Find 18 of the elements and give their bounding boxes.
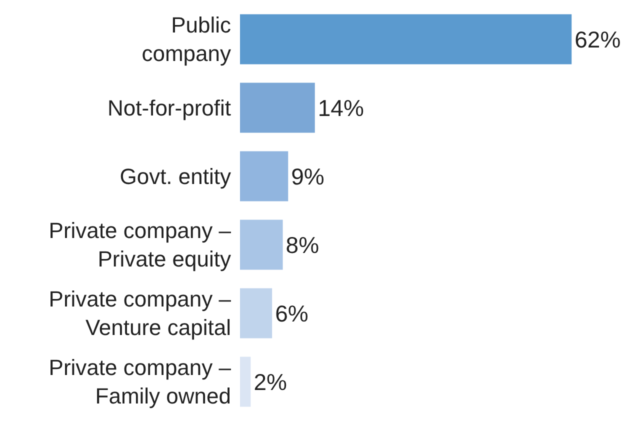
bar <box>240 14 572 64</box>
bar <box>240 288 272 338</box>
y-tick-label: Private company – Venture capital <box>48 286 232 340</box>
data-label: 2% <box>254 368 287 395</box>
y-tick-label: Not-for-profit <box>108 95 231 120</box>
bar <box>240 82 315 133</box>
data-label: 9% <box>291 163 324 190</box>
data-label: 8% <box>286 232 320 258</box>
data-label: 62% <box>574 26 621 52</box>
bar <box>240 356 251 407</box>
bar <box>240 151 288 202</box>
y-tick-label: Private company – Family owned <box>48 355 232 409</box>
data-label: 14% <box>318 94 364 121</box>
y-tick-label: Public company <box>142 12 231 66</box>
bar <box>240 220 283 270</box>
y-tick-label: Private company – Private equity <box>48 218 232 272</box>
y-tick-label: Govt. entity <box>120 164 231 189</box>
data-label: 6% <box>275 300 308 326</box>
